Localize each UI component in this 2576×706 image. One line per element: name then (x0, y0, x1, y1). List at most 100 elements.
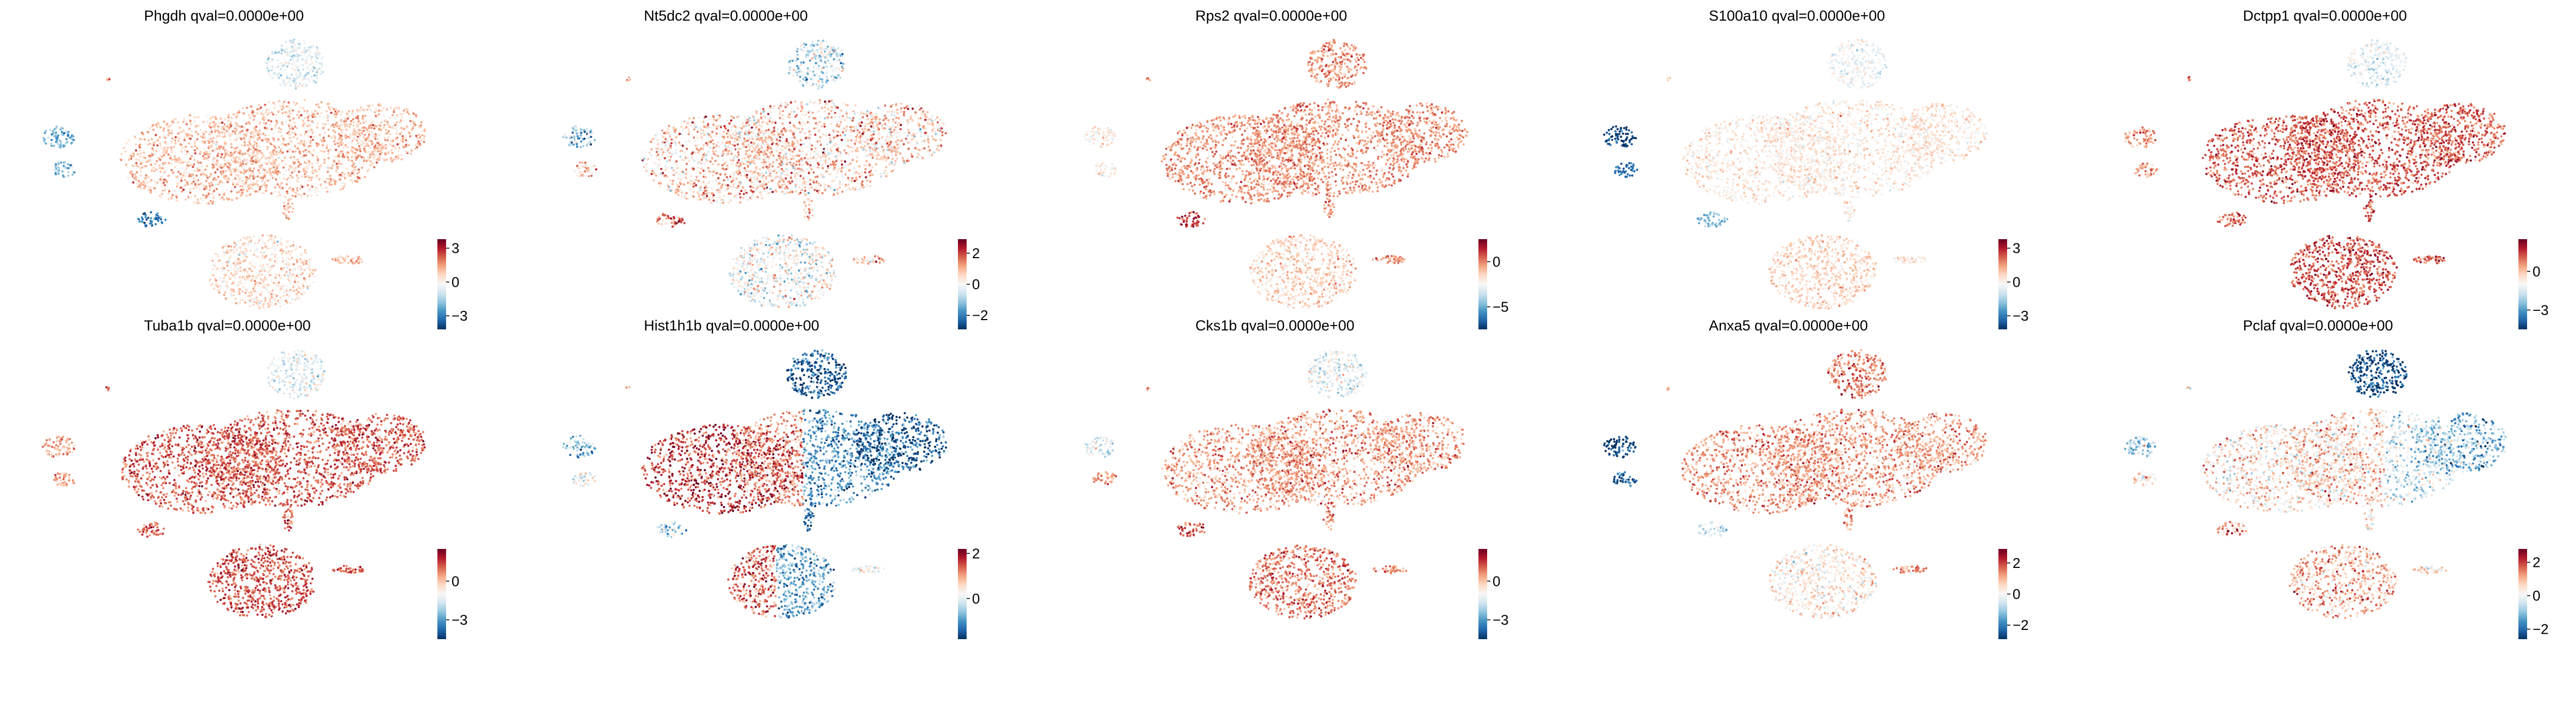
cell-point (383, 127, 385, 129)
cell-point (234, 159, 236, 161)
cell-point (341, 132, 343, 134)
cell-point (206, 121, 209, 123)
cell-point (317, 190, 319, 192)
cell-point (297, 54, 299, 57)
cell-point (275, 293, 277, 296)
cell-point (202, 155, 204, 157)
cell-point (336, 156, 338, 158)
cell-point (223, 245, 225, 247)
cell-point (200, 135, 202, 138)
cell-point (405, 151, 408, 153)
cell-point (417, 142, 419, 145)
cell-point (147, 139, 149, 141)
cell-point (327, 182, 329, 184)
cell-point (333, 129, 335, 132)
cell-point (307, 195, 309, 197)
cell-point (262, 168, 265, 171)
cell-point (331, 167, 333, 169)
cell-point (228, 264, 230, 266)
cell-point (251, 111, 253, 114)
cell-point (240, 158, 242, 160)
cell-point (259, 265, 261, 267)
cell-point (351, 155, 353, 158)
cell-point (383, 115, 385, 117)
cell-point (256, 145, 258, 147)
cell-point (283, 82, 285, 84)
cell-point (171, 132, 173, 134)
cell-point (394, 158, 396, 160)
cell-point (308, 267, 310, 270)
cell-point (187, 133, 189, 135)
cell-point (377, 138, 379, 140)
cell-point (283, 139, 285, 141)
cell-point (279, 84, 281, 86)
cell-point (240, 161, 242, 164)
cell-point (267, 303, 269, 305)
cell-point (286, 78, 288, 80)
cell-point (415, 115, 417, 117)
cell-point (141, 183, 143, 185)
cell-point (225, 170, 227, 172)
cell-point (271, 58, 273, 60)
cell-point (297, 77, 299, 79)
cell-point (183, 146, 185, 148)
cell-point (259, 186, 261, 188)
cell-point (218, 132, 220, 134)
cell-point (215, 118, 217, 120)
cell-point (278, 274, 280, 277)
cell-point (225, 242, 228, 245)
cell-point (211, 192, 213, 195)
cell-point (293, 263, 295, 265)
cell-point (155, 168, 158, 171)
cell-point (236, 248, 238, 251)
cell-point (270, 174, 272, 177)
cell-point (140, 138, 142, 140)
cell-point (125, 164, 127, 166)
cell-point (280, 148, 282, 150)
cell-point (240, 239, 242, 241)
cell-point (318, 178, 321, 180)
cell-point (293, 54, 295, 57)
cell-point (208, 193, 210, 195)
cell-point (285, 82, 287, 84)
cell-point (258, 105, 260, 108)
cell-point (280, 299, 283, 302)
cell-point (191, 146, 193, 148)
cell-point (136, 153, 139, 155)
cell-point (322, 144, 324, 146)
cell-point (188, 175, 190, 177)
cell-point (270, 247, 272, 249)
cell-point (286, 111, 288, 114)
cell-point (171, 141, 173, 143)
cell-point (244, 302, 246, 304)
cell-point (300, 272, 302, 274)
cell-point (199, 161, 202, 164)
cell-point (306, 125, 309, 127)
cell-point (310, 272, 312, 274)
cell-point (258, 169, 260, 171)
cell-point (128, 139, 130, 141)
cell-point (204, 136, 206, 139)
cell-point (318, 115, 321, 117)
cell-point (289, 108, 291, 110)
cell-point (203, 188, 205, 190)
cell-point (215, 143, 217, 146)
cell-point (275, 169, 277, 171)
cell-point (333, 108, 335, 110)
cell-point (281, 121, 283, 123)
cell-point (286, 178, 288, 180)
cell-point (284, 68, 286, 71)
cell-point (299, 106, 301, 108)
cell-point (206, 165, 208, 167)
cell-point (405, 145, 407, 147)
cell-point (188, 165, 190, 167)
cell-point (354, 168, 356, 171)
cell-point (315, 81, 317, 83)
cell-point (180, 179, 183, 182)
cell-point (143, 152, 145, 154)
cell-point (294, 145, 296, 147)
cell-point (206, 155, 209, 157)
cell-point (169, 157, 171, 159)
cell-point (294, 49, 297, 52)
cell-point (329, 148, 331, 151)
